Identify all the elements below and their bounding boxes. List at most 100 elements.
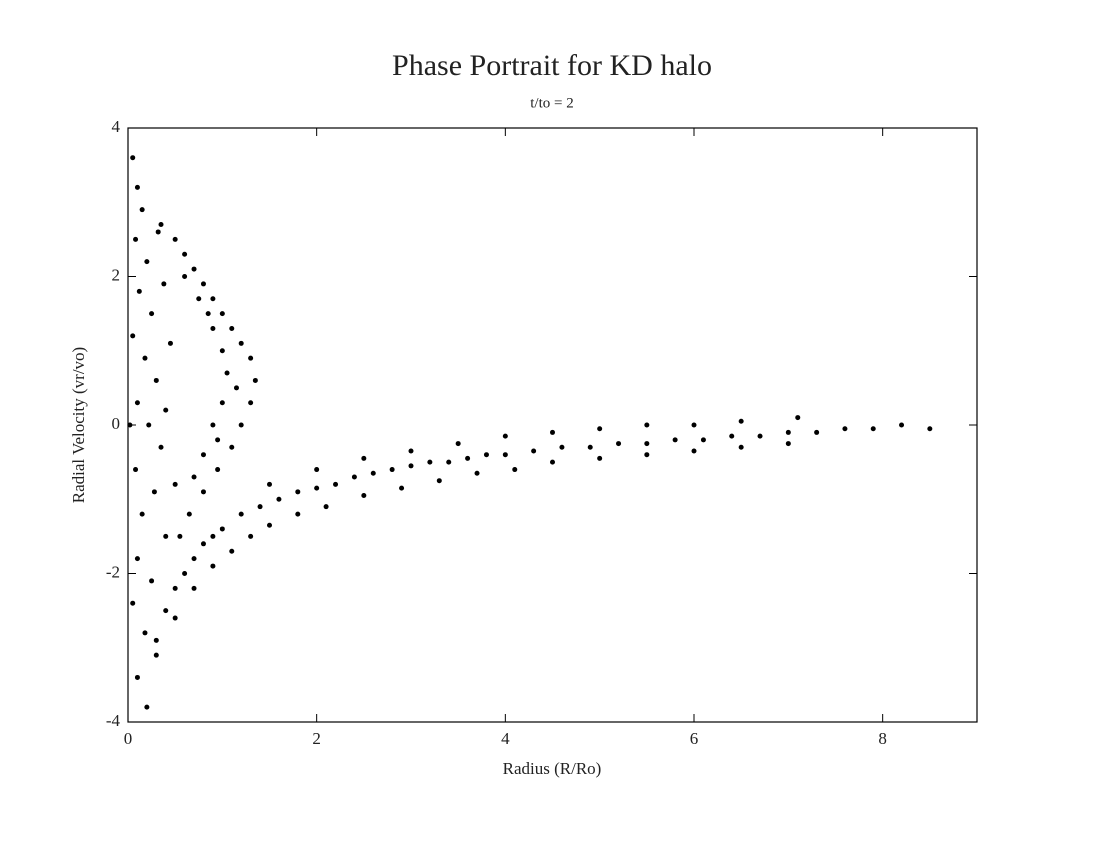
point bbox=[229, 548, 235, 554]
point bbox=[399, 485, 405, 491]
point bbox=[408, 463, 414, 469]
y-tick-label: 2 bbox=[112, 265, 121, 284]
point bbox=[200, 541, 206, 547]
point bbox=[531, 448, 537, 454]
point bbox=[215, 437, 221, 443]
point bbox=[134, 556, 140, 562]
point bbox=[314, 467, 320, 473]
point bbox=[597, 426, 603, 432]
point bbox=[191, 556, 197, 562]
point bbox=[785, 441, 791, 447]
point bbox=[446, 459, 452, 465]
point bbox=[142, 630, 148, 636]
point bbox=[427, 459, 433, 465]
point bbox=[210, 422, 216, 428]
point bbox=[314, 485, 320, 491]
point bbox=[210, 563, 216, 569]
point bbox=[191, 474, 197, 480]
point bbox=[167, 340, 173, 346]
point bbox=[134, 674, 140, 680]
point bbox=[144, 259, 150, 265]
point bbox=[133, 467, 139, 473]
point bbox=[144, 704, 150, 710]
point bbox=[149, 311, 155, 317]
point bbox=[219, 348, 225, 354]
point bbox=[257, 504, 263, 510]
y-tick-label: 0 bbox=[112, 414, 121, 433]
point bbox=[127, 422, 133, 428]
point bbox=[177, 533, 183, 539]
point bbox=[672, 437, 678, 443]
point bbox=[215, 467, 221, 473]
point bbox=[559, 444, 565, 450]
point bbox=[795, 415, 801, 421]
point bbox=[238, 422, 244, 428]
point bbox=[229, 325, 235, 331]
point bbox=[210, 296, 216, 302]
point bbox=[389, 467, 395, 473]
point bbox=[151, 489, 157, 495]
point bbox=[210, 325, 216, 331]
point bbox=[219, 400, 225, 406]
point bbox=[163, 407, 169, 413]
point bbox=[361, 493, 367, 499]
point bbox=[700, 437, 706, 443]
point bbox=[134, 400, 140, 406]
point bbox=[370, 470, 376, 476]
point bbox=[597, 455, 603, 461]
point bbox=[502, 452, 508, 458]
point bbox=[155, 229, 161, 235]
point bbox=[158, 222, 164, 228]
point bbox=[163, 608, 169, 614]
point bbox=[139, 511, 145, 517]
point bbox=[267, 522, 272, 528]
point bbox=[267, 481, 272, 487]
point bbox=[172, 481, 178, 487]
plot-frame bbox=[127, 127, 978, 723]
point bbox=[927, 426, 933, 432]
point bbox=[465, 455, 471, 461]
point bbox=[130, 333, 136, 339]
point bbox=[691, 448, 697, 454]
point bbox=[139, 207, 145, 213]
point bbox=[210, 533, 216, 539]
point bbox=[219, 526, 225, 532]
point bbox=[644, 452, 650, 458]
point bbox=[229, 444, 235, 450]
point bbox=[248, 400, 254, 406]
point bbox=[616, 441, 622, 447]
point bbox=[252, 377, 258, 383]
point bbox=[757, 433, 763, 439]
point bbox=[483, 452, 489, 458]
point bbox=[899, 422, 905, 428]
point bbox=[136, 288, 142, 294]
point bbox=[219, 311, 225, 317]
point bbox=[587, 444, 593, 450]
point bbox=[550, 429, 555, 435]
point bbox=[224, 370, 230, 376]
point bbox=[133, 236, 139, 242]
x-axis-label: Radius (R/Ro) bbox=[503, 759, 602, 778]
point bbox=[276, 496, 282, 502]
point bbox=[196, 296, 202, 302]
point bbox=[295, 489, 301, 495]
x-tick-label: 4 bbox=[501, 729, 510, 748]
point bbox=[323, 504, 329, 510]
point bbox=[153, 652, 159, 658]
chart-subtitle: t/to = 2 bbox=[530, 95, 573, 111]
point bbox=[134, 184, 140, 190]
point bbox=[146, 422, 152, 428]
point bbox=[163, 533, 169, 539]
point bbox=[130, 600, 136, 606]
point bbox=[182, 251, 188, 257]
point bbox=[644, 422, 650, 428]
point bbox=[361, 455, 367, 461]
chart-title: Phase Portrait for KD halo bbox=[392, 49, 712, 82]
point bbox=[295, 511, 301, 517]
point bbox=[408, 448, 414, 454]
point bbox=[691, 422, 697, 428]
point bbox=[200, 281, 206, 287]
point bbox=[738, 418, 744, 424]
point bbox=[248, 533, 254, 539]
